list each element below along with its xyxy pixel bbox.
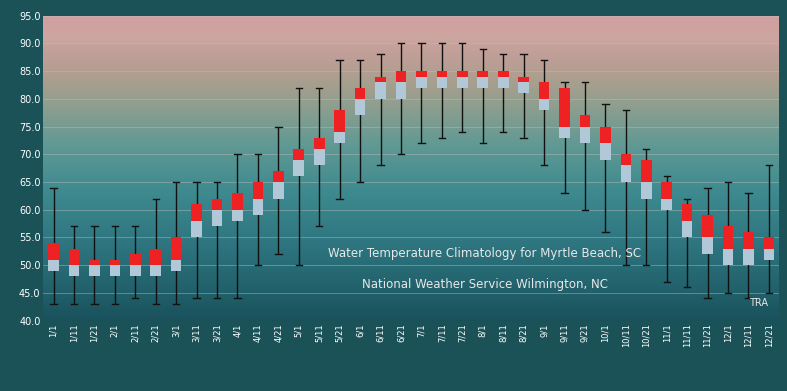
Bar — [314, 149, 324, 165]
Bar — [355, 99, 365, 115]
Bar — [334, 132, 345, 143]
Bar — [437, 71, 447, 77]
Bar — [232, 210, 242, 221]
Bar — [600, 143, 611, 160]
Bar — [498, 77, 508, 88]
Bar — [763, 249, 774, 260]
Bar — [334, 110, 345, 132]
Bar — [641, 182, 652, 199]
Bar — [130, 254, 141, 265]
Bar — [109, 265, 120, 276]
Bar — [580, 115, 590, 127]
Bar — [232, 193, 242, 210]
Bar — [763, 237, 774, 249]
Bar — [89, 260, 100, 265]
Bar — [682, 221, 693, 237]
Bar — [294, 160, 304, 176]
Bar — [539, 99, 549, 110]
Bar — [130, 265, 141, 276]
Bar — [457, 71, 467, 77]
Bar — [355, 88, 365, 99]
Bar — [212, 210, 223, 226]
Bar — [743, 232, 754, 249]
Bar — [212, 199, 223, 210]
Bar — [150, 265, 161, 276]
Bar — [396, 71, 406, 82]
Text: National Weather Service Wilmington, NC: National Weather Service Wilmington, NC — [362, 278, 608, 291]
Bar — [150, 249, 161, 265]
Bar — [48, 260, 59, 271]
Bar — [519, 77, 529, 82]
Bar — [48, 243, 59, 260]
Bar — [620, 165, 631, 182]
Bar — [314, 138, 324, 149]
Bar — [294, 149, 304, 160]
Bar — [273, 182, 283, 199]
Bar — [89, 265, 100, 276]
Bar — [191, 204, 202, 221]
Bar — [722, 249, 733, 265]
Bar — [396, 82, 406, 99]
Bar — [661, 199, 672, 210]
Bar — [539, 82, 549, 99]
Bar — [416, 71, 427, 77]
Text: Water Temperature Climatology for Myrtle Beach, SC: Water Temperature Climatology for Myrtle… — [328, 247, 641, 260]
Bar — [641, 160, 652, 182]
Bar — [702, 215, 713, 237]
Bar — [253, 182, 263, 199]
Bar — [682, 204, 693, 221]
Bar — [375, 82, 386, 99]
Bar — [68, 249, 79, 265]
Bar — [560, 88, 570, 127]
Bar — [620, 154, 631, 165]
Bar — [273, 171, 283, 182]
Bar — [498, 71, 508, 77]
Bar — [171, 260, 182, 271]
Bar — [191, 221, 202, 237]
Bar — [560, 127, 570, 138]
Bar — [722, 226, 733, 249]
Bar — [375, 77, 386, 82]
Bar — [743, 249, 754, 265]
Bar — [253, 199, 263, 215]
Bar — [68, 265, 79, 276]
Bar — [437, 77, 447, 88]
Bar — [416, 77, 427, 88]
Bar — [478, 71, 488, 77]
Bar — [171, 237, 182, 260]
Bar — [702, 237, 713, 254]
Text: TRA: TRA — [749, 298, 768, 308]
Bar — [600, 127, 611, 143]
Bar — [580, 127, 590, 143]
Bar — [661, 182, 672, 199]
Bar — [478, 77, 488, 88]
Bar — [457, 77, 467, 88]
Bar — [519, 82, 529, 93]
Bar — [109, 260, 120, 265]
